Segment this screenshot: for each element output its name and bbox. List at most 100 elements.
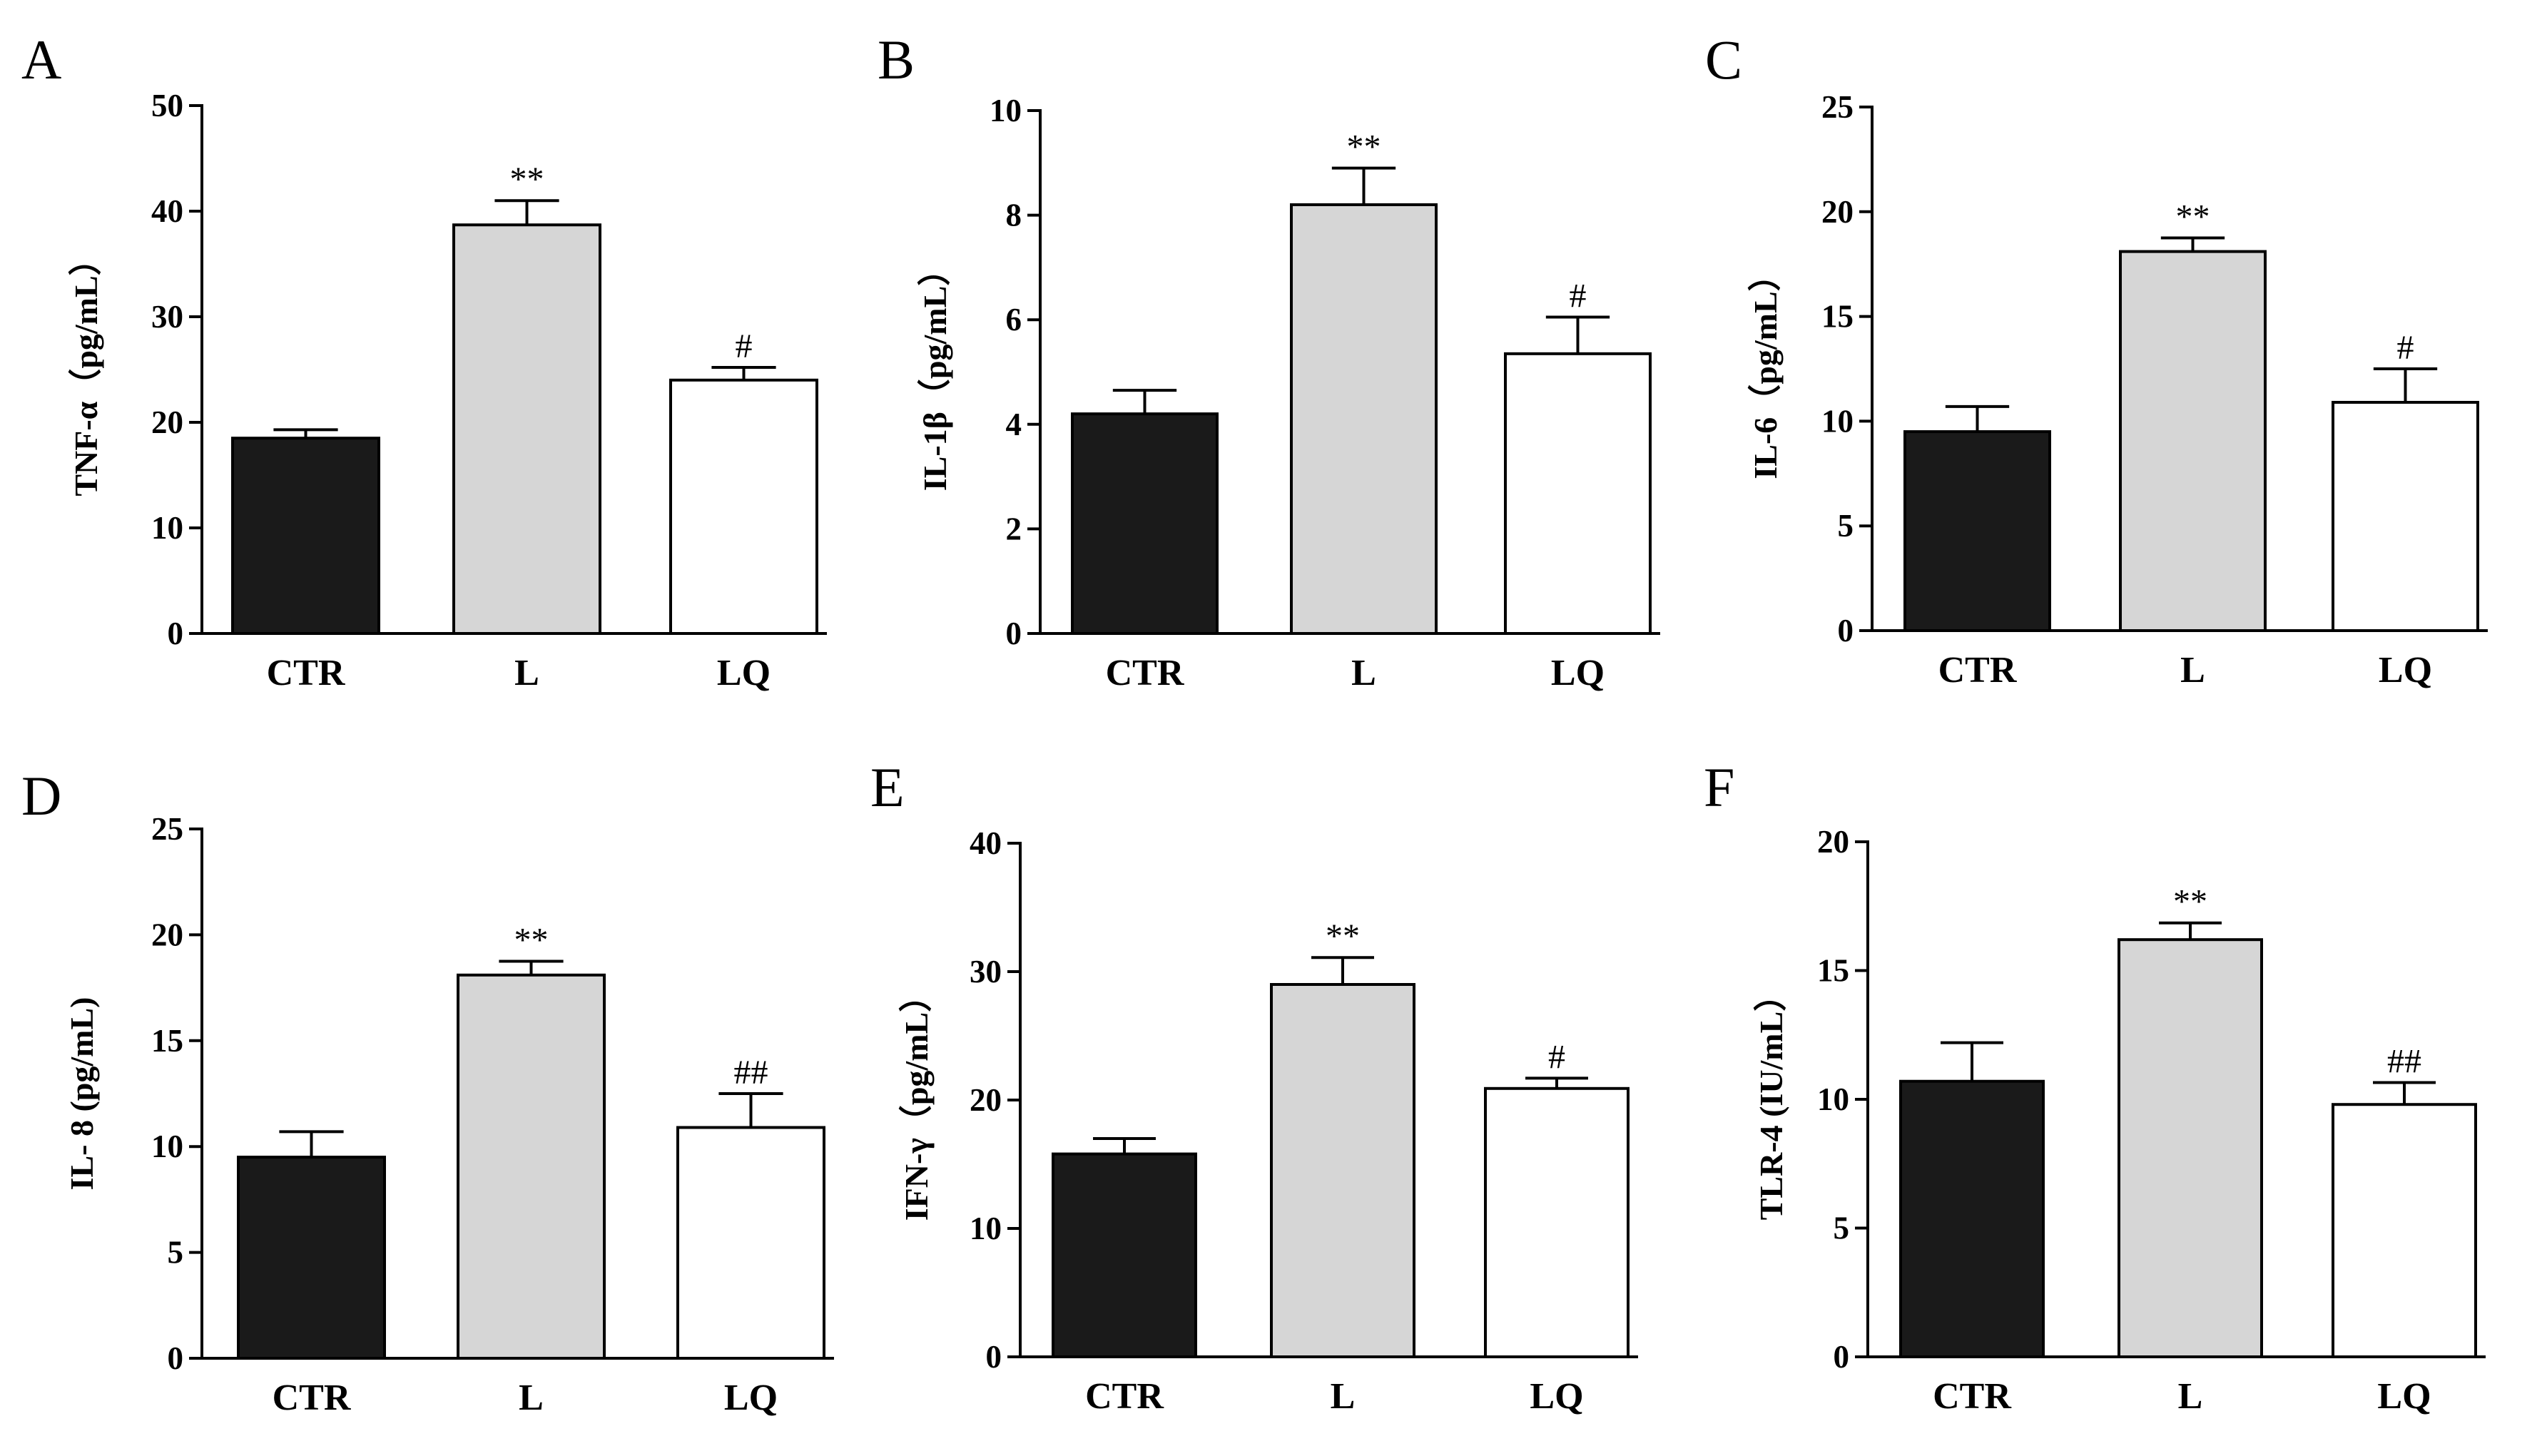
y-tick-label: 0 <box>168 1340 184 1376</box>
y-axis-label: IL-6（pg/mL） <box>1747 258 1784 479</box>
y-tick-label: 15 <box>151 1023 183 1059</box>
bar-ctr <box>1899 1079 2045 1358</box>
y-tick-label: 10 <box>151 1129 183 1164</box>
x-category-label: L <box>2178 1376 2203 1417</box>
x-category-label: LQ <box>2377 1376 2431 1417</box>
y-tick-label: 0 <box>1006 616 1022 651</box>
significance-label: ## <box>2387 1043 2421 1081</box>
x-category-label: L <box>1331 1376 1356 1417</box>
panel-c: C 0 5 10 15 20 25 IL-6（pg/mL） CTR ** L # LQ <box>1705 29 2488 691</box>
y-tick-label: 40 <box>970 825 1002 861</box>
y-tick-label: 40 <box>151 193 183 229</box>
bar-ctr <box>1052 1152 1197 1358</box>
y-tick-label: 20 <box>1821 194 1854 230</box>
panel-f: F 0 5 10 15 20 TLR-4 (IU/mL） CTR ** L ## LQ <box>1704 756 2486 1417</box>
y-tick-label: 0 <box>168 616 184 651</box>
bar-lq <box>1504 352 1652 635</box>
x-category-label: LQ <box>2379 650 2432 691</box>
y-axis-label: IL-1β（pg/mL） <box>917 253 953 492</box>
bar-l <box>452 223 601 635</box>
x-category-label: L <box>2180 650 2205 691</box>
y-tick-label: 15 <box>1817 953 1849 989</box>
y-axis-label: TNF-α（pg/mL） <box>68 243 104 496</box>
panel-letter-f: F <box>1704 756 1734 818</box>
significance-label: # <box>736 327 753 365</box>
significance-label: ** <box>2176 198 2210 236</box>
x-category-label: L <box>514 653 539 693</box>
bar-l <box>2119 250 2267 633</box>
bar-l <box>2118 938 2263 1359</box>
y-tick-label: 5 <box>1838 508 1854 544</box>
bar-l <box>1270 983 1415 1358</box>
panel-d: D 0 5 10 15 20 25 IL- 8 (pg/mL) CTR ** L ## LQ <box>21 765 834 1418</box>
bar-lq <box>2332 400 2479 632</box>
y-tick-label: 0 <box>986 1339 1002 1375</box>
panel-letter-a: A <box>21 29 61 91</box>
y-tick-label: 10 <box>990 93 1022 128</box>
y-axis-label: IL- 8 (pg/mL) <box>63 997 100 1191</box>
x-category-label: CTR <box>1933 1376 2012 1417</box>
y-tick-label: 20 <box>1817 824 1849 860</box>
y-tick-label: 30 <box>151 299 183 335</box>
y-tick-label: 25 <box>1821 89 1854 125</box>
y-tick-label: 0 <box>1834 1339 1850 1375</box>
y-tick-label: 5 <box>168 1235 184 1271</box>
panel-a: A 0 10 20 30 40 50 TNF-α（pg/mL） CTR ** L # LQ <box>21 29 827 693</box>
y-tick-label: 20 <box>970 1082 1002 1118</box>
x-category-label: LQ <box>724 1378 778 1418</box>
y-tick-label: 10 <box>1817 1081 1849 1117</box>
panel-letter-c: C <box>1705 29 1742 91</box>
significance-label: # <box>1570 278 1587 315</box>
x-category-label: LQ <box>1530 1376 1583 1417</box>
y-axis-label: IFN-γ（pg/mL） <box>898 979 935 1221</box>
significance-label: ** <box>510 161 544 198</box>
significance-label: ** <box>1347 128 1381 166</box>
x-category-label: CTR <box>1085 1376 1164 1417</box>
bar-lq <box>676 1126 825 1360</box>
x-category-label: L <box>1351 653 1376 693</box>
panel-b: B 0 2 4 6 8 10 IL-1β（pg/mL） CTR ** L # LQ <box>878 29 1660 693</box>
x-category-label: CTR <box>267 653 346 693</box>
bar-ctr <box>231 437 380 635</box>
y-tick-label: 5 <box>1834 1211 1850 1246</box>
panel-e: E 0 10 20 30 40 IFN-γ（pg/mL） CTR ** L # LQ <box>870 756 1638 1417</box>
bar-lq <box>1484 1086 1630 1359</box>
y-tick-label: 30 <box>970 954 1002 989</box>
y-tick-label: 20 <box>151 917 183 952</box>
y-tick-label: 0 <box>1838 613 1854 648</box>
y-tick-label: 25 <box>151 811 183 847</box>
bar-l <box>457 973 606 1360</box>
significance-label: # <box>1548 1038 1565 1076</box>
x-category-label: LQ <box>1551 653 1605 693</box>
y-tick-label: 10 <box>1821 403 1854 439</box>
y-tick-label: 10 <box>970 1211 1002 1246</box>
significance-label: # <box>2397 329 2414 367</box>
x-category-label: CTR <box>1106 653 1185 693</box>
y-tick-label: 4 <box>1006 407 1022 442</box>
x-category-label: LQ <box>717 653 771 693</box>
bar-ctr <box>1903 430 2051 633</box>
y-tick-label: 50 <box>151 88 183 123</box>
y-axis-label: TLR-4 (IU/mL） <box>1753 979 1789 1221</box>
x-category-label: CTR <box>1938 650 2018 691</box>
significance-label: ** <box>2173 883 2207 921</box>
bar-lq <box>669 378 818 635</box>
significance-label: ** <box>514 922 549 959</box>
y-tick-label: 20 <box>151 404 183 440</box>
panel-letter-e: E <box>870 756 905 818</box>
significance-label: ** <box>1326 917 1360 955</box>
significance-label: ## <box>734 1054 768 1091</box>
bar-lq <box>2332 1103 2477 1358</box>
bar-ctr <box>237 1156 386 1360</box>
bar-l <box>1290 203 1438 635</box>
panel-letter-d: D <box>21 765 61 827</box>
panel-letter-b: B <box>878 29 915 91</box>
y-tick-label: 2 <box>1006 511 1022 546</box>
y-tick-label: 10 <box>151 510 183 546</box>
x-category-label: CTR <box>273 1378 352 1418</box>
bar-ctr <box>1071 412 1219 635</box>
y-tick-label: 6 <box>1006 302 1022 337</box>
y-tick-label: 15 <box>1821 299 1854 335</box>
y-tick-label: 8 <box>1006 198 1022 233</box>
